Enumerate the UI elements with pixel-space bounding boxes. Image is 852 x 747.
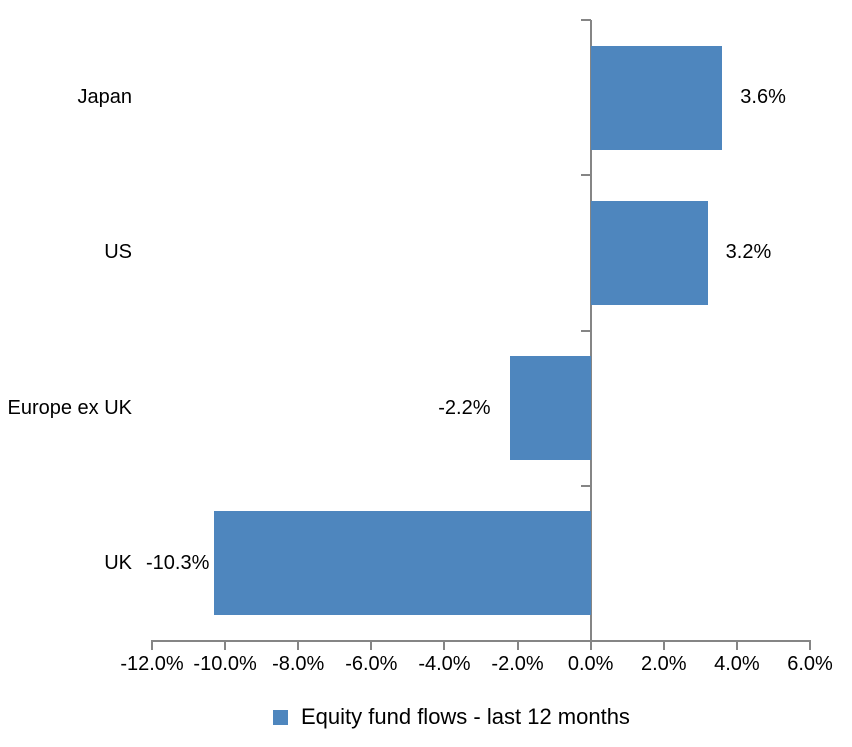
x-tick-label-2-0-: 2.0% xyxy=(640,653,687,675)
value-label-europe-ex-uk: -2.2% xyxy=(438,396,491,419)
bar-us xyxy=(590,200,708,305)
category-label-uk: UK xyxy=(104,551,132,574)
x-axis-tick xyxy=(224,640,227,650)
category-boundary-tick xyxy=(580,329,591,332)
x-tick-label-4-0-: 4.0% xyxy=(714,653,760,675)
category-label-europe-ex-uk: Europe ex UK xyxy=(7,396,132,419)
value-label-us: 3.2% xyxy=(725,241,772,264)
legend-swatch-icon xyxy=(273,709,288,725)
x-tick-label--4-0-: -4.0% xyxy=(418,653,471,675)
x-tick-label--2-0-: -2.0% xyxy=(491,653,544,675)
x-tick-label-6-0-: 6.0% xyxy=(787,653,833,675)
x-axis-tick xyxy=(370,640,373,650)
x-axis-tick xyxy=(589,640,592,650)
x-axis-tick xyxy=(151,640,153,650)
x-tick-label--6-0-: -6.0% xyxy=(345,653,398,675)
category-label-us: US xyxy=(104,241,132,264)
x-tick-label--12-0-: -12.0% xyxy=(120,653,184,675)
category-axis-line xyxy=(589,20,592,649)
bar-uk xyxy=(214,511,591,616)
x-axis-tick xyxy=(735,640,738,650)
bar-japan xyxy=(590,45,723,150)
x-tick-label--10-0-: -10.0% xyxy=(193,653,257,675)
x-axis-tick xyxy=(516,640,519,650)
legend: Equity fund flows - last 12 months xyxy=(273,704,630,730)
x-tick-label--8-0-: -8.0% xyxy=(272,653,325,675)
x-axis-tick xyxy=(443,640,446,650)
value-label-uk: -10.3% xyxy=(146,551,210,574)
legend-label: Equity fund flows - last 12 months xyxy=(301,704,630,729)
category-boundary-tick xyxy=(580,484,591,487)
value-label-japan: 3.6% xyxy=(740,86,786,109)
category-boundary-tick xyxy=(580,174,591,177)
x-axis-tick xyxy=(809,640,811,650)
x-tick-label-0-0-: 0.0% xyxy=(567,653,614,675)
x-axis-tick xyxy=(662,640,665,650)
category-boundary-tick xyxy=(580,640,591,642)
x-axis-tick xyxy=(297,640,300,650)
category-label-japan: Japan xyxy=(77,86,133,109)
bar-europe-ex-uk xyxy=(510,356,591,461)
category-boundary-tick xyxy=(580,19,591,21)
value-axis-line xyxy=(151,640,811,642)
